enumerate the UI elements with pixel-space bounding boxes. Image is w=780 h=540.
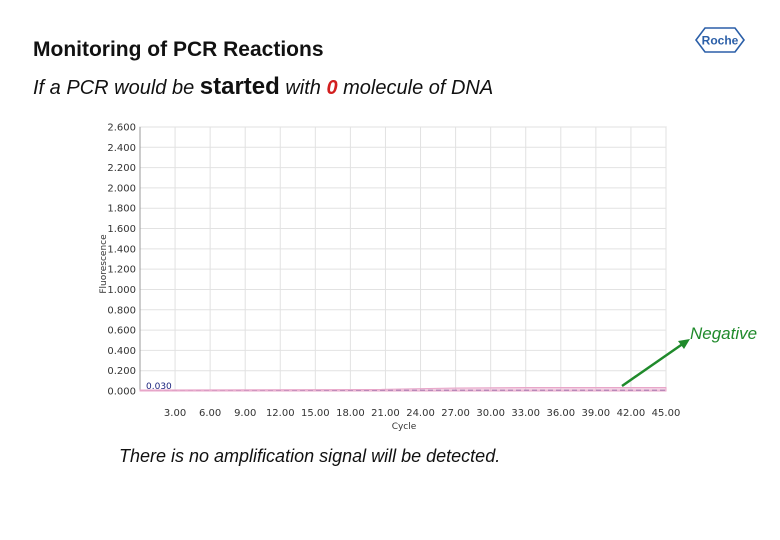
x-tick-label: 3.00 bbox=[164, 408, 186, 419]
x-tick-label: 9.00 bbox=[234, 408, 256, 419]
x-tick-label: 36.00 bbox=[546, 408, 575, 419]
y-tick-label: 1.200 bbox=[107, 265, 136, 276]
y-tick-label: 0.200 bbox=[107, 366, 136, 377]
subtitle-emph: started bbox=[199, 73, 280, 100]
subtitle-part1: If a PCR would be bbox=[33, 77, 200, 99]
slide-title: Monitoring of PCR Reactions bbox=[33, 38, 324, 61]
negative-arrow bbox=[621, 341, 685, 388]
x-tick-label: 6.00 bbox=[199, 408, 221, 419]
chart-axes: 0.000 0.200 0.400 0.600 0.800 1.000 1.200 1.400… bbox=[107, 123, 680, 420]
x-tick-label: 27.00 bbox=[441, 408, 470, 419]
x-tick-label: 12.00 bbox=[266, 408, 295, 419]
x-tick-label: 15.00 bbox=[301, 408, 330, 419]
chart-series bbox=[139, 386, 667, 392]
y-tick-label: 2.400 bbox=[107, 143, 136, 154]
subtitle-part3: molecule of DNA bbox=[337, 77, 494, 99]
y-tick-label: 1.400 bbox=[107, 244, 136, 255]
y-tick-label: 1.800 bbox=[107, 204, 136, 215]
y-tick-label: 1.000 bbox=[107, 285, 136, 296]
chart-grid bbox=[139, 126, 667, 392]
x-tick-label: 24.00 bbox=[406, 408, 435, 419]
y-tick-label: 0.800 bbox=[107, 305, 136, 316]
y-axis-title: Fluorescence bbox=[99, 234, 109, 294]
subtitle-zero: 0 bbox=[326, 77, 338, 99]
plot-area bbox=[139, 126, 667, 392]
slide-subtitle: If a PCR would be started with 0 molecul… bbox=[33, 73, 493, 101]
roche-logo-text: Roche bbox=[702, 34, 739, 48]
y-tick-label: 2.000 bbox=[107, 183, 136, 194]
threshold-label: 0.030 bbox=[146, 382, 172, 392]
x-tick-label: 45.00 bbox=[652, 408, 681, 419]
caption-text: There is no amplification signal will be… bbox=[119, 446, 501, 466]
negative-annotation: Negative bbox=[690, 324, 758, 343]
x-tick-label: 39.00 bbox=[582, 408, 611, 419]
x-tick-label: 18.00 bbox=[336, 408, 365, 419]
series-band bbox=[139, 386, 667, 392]
negative-arrowhead bbox=[678, 339, 690, 349]
roche-logo: Roche bbox=[695, 27, 745, 53]
x-axis-title: Cycle bbox=[392, 422, 417, 432]
x-tick-label: 42.00 bbox=[617, 408, 646, 419]
subtitle-part2: with bbox=[279, 77, 327, 99]
x-tick-label: 33.00 bbox=[511, 408, 540, 419]
y-tick-label: 2.600 bbox=[107, 123, 136, 134]
y-tick-label: 2.200 bbox=[107, 163, 136, 174]
y-tick-label: 0.600 bbox=[107, 326, 136, 337]
y-tick-label: 0.000 bbox=[107, 387, 136, 398]
x-tick-label: 30.00 bbox=[476, 408, 505, 419]
y-tick-label: 1.600 bbox=[107, 224, 136, 235]
y-tick-label: 0.400 bbox=[107, 346, 136, 357]
x-tick-label: 21.00 bbox=[371, 408, 400, 419]
